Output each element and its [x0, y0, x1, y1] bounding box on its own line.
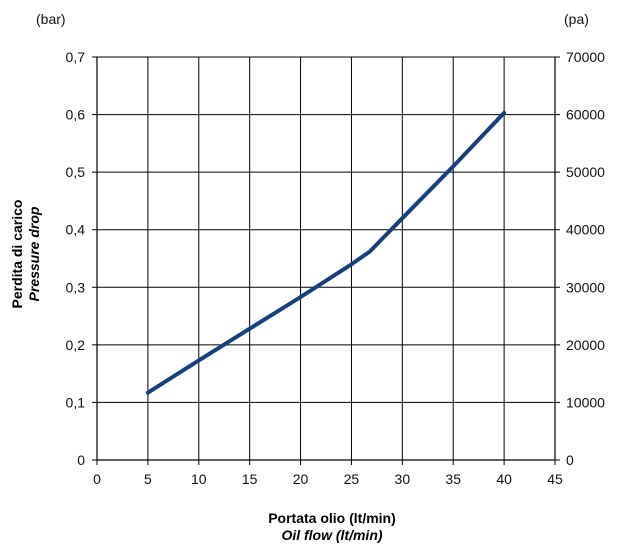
right-unit-label: (pa): [564, 11, 589, 27]
right-y-tick-label: 0: [566, 452, 574, 468]
x-tick-label: 30: [395, 471, 411, 487]
x-tick-label: 15: [242, 471, 258, 487]
left-y-tick-label: 0,5: [66, 164, 86, 180]
left-y-tick-label: 0,2: [66, 337, 86, 353]
left-y-tick-label: 0,4: [66, 222, 86, 238]
left-y-tick-label: 0,6: [66, 107, 86, 123]
x-tick-label: 10: [191, 471, 207, 487]
x-tick-label: 0: [93, 471, 101, 487]
series-line-1: [145, 110, 507, 395]
grid-layer: [97, 56, 555, 460]
left-unit-label: (bar): [36, 11, 66, 27]
left-y-tick-label: 0: [77, 452, 85, 468]
x-axis-title-secondary: Oil flow (lt/min): [281, 527, 382, 543]
x-tick-label: 40: [496, 471, 512, 487]
right-y-tick-label: 30000: [566, 279, 605, 295]
axis-layer: [92, 56, 560, 465]
x-tick-label: 5: [144, 471, 152, 487]
y-axis-title-primary: Perdita di carico: [9, 200, 25, 309]
x-tick-label: 45: [547, 471, 563, 487]
x-tick-label: 20: [293, 471, 309, 487]
right-y-tick-label: 60000: [566, 107, 605, 123]
series-layer: [145, 110, 507, 395]
left-y-tick-label: 0,7: [66, 49, 86, 65]
right-y-tick-label: 50000: [566, 164, 605, 180]
y-axis-title-secondary: Pressure drop: [26, 206, 42, 301]
x-tick-label: 35: [445, 471, 461, 487]
x-axis-title-primary: Portata olio (lt/min): [268, 510, 396, 526]
right-y-tick-label: 70000: [566, 49, 605, 65]
x-tick-label: 25: [344, 471, 360, 487]
left-y-tick-label: 0,1: [66, 394, 86, 410]
right-y-tick-label: 40000: [566, 222, 605, 238]
left-y-tick-label: 0,3: [66, 279, 86, 295]
right-y-tick-label: 20000: [566, 337, 605, 353]
right-y-tick-label: 10000: [566, 394, 605, 410]
